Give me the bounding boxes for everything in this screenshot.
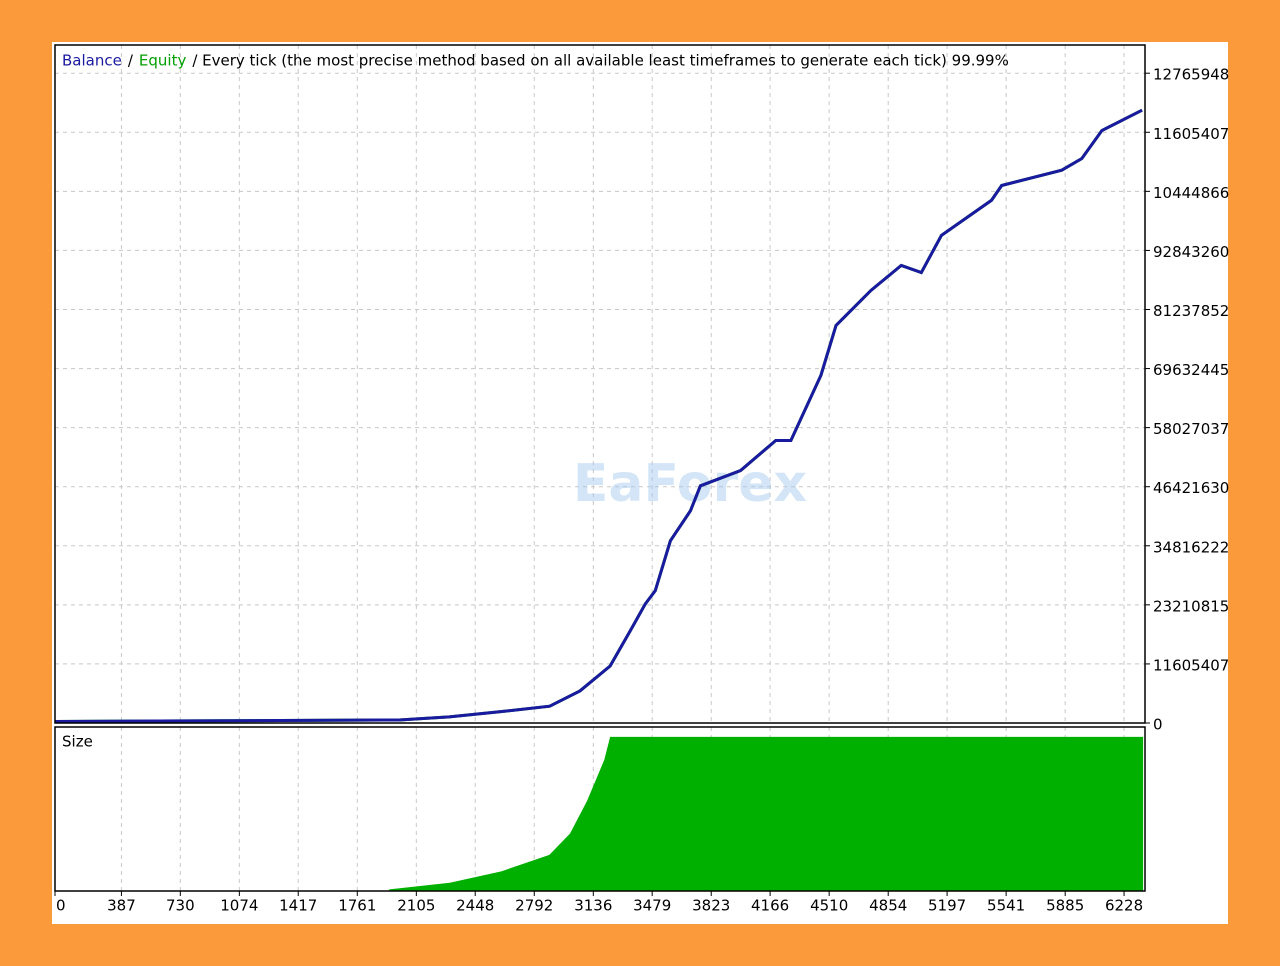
y-tick-label: 11605407 xyxy=(1153,125,1229,143)
series-line xyxy=(54,108,1143,723)
x-tick-label: 6228 xyxy=(1105,897,1143,915)
x-tick-label: 4166 xyxy=(751,897,789,915)
watermark: EaForex xyxy=(573,454,807,514)
y-tick-label: 58027037 xyxy=(1153,420,1229,438)
y-tick-label: 12765948 xyxy=(1153,66,1229,84)
x-tick-label: 3823 xyxy=(692,897,730,915)
legend-entry: Equity xyxy=(139,52,187,70)
x-tick-label: 3136 xyxy=(574,897,612,915)
x-tick-label: 4854 xyxy=(869,897,907,915)
y-tick-label: 0 xyxy=(1153,716,1163,734)
y-tick-label: 92843260 xyxy=(1153,243,1229,261)
panel-border xyxy=(54,44,1146,724)
x-tick-label: 3479 xyxy=(633,897,671,915)
panel-title: Size xyxy=(62,733,93,751)
y-tick-label: 23210815 xyxy=(1153,597,1229,615)
x-tick-label: 0 xyxy=(56,897,66,915)
y-tick-label: 11605407 xyxy=(1153,656,1229,674)
chart-title: / xyxy=(128,52,134,70)
x-tick-label: 387 xyxy=(107,897,136,915)
x-tick-label: 1761 xyxy=(338,897,376,915)
y-tick-label: 46421630 xyxy=(1153,479,1229,497)
plot-group: 0 11605407 23210815 34816222 46421630 5802703… xyxy=(54,44,1229,915)
x-tick-label: 5885 xyxy=(1046,897,1084,915)
chart-title: / Every tick (the most precise method ba… xyxy=(192,52,1009,70)
size-area xyxy=(389,736,1144,891)
y-tick-label: 81237852 xyxy=(1153,302,1229,320)
x-tick-label: 2105 xyxy=(397,897,435,915)
x-tick-label: 5197 xyxy=(928,897,966,915)
x-tick-label: 2448 xyxy=(456,897,494,915)
y-tick-label: 34816222 xyxy=(1153,538,1229,556)
panel-border xyxy=(54,726,1146,892)
legend-entry: Balance xyxy=(62,52,122,70)
y-tick-label: 69632445 xyxy=(1153,361,1229,379)
x-tick-label: 2792 xyxy=(515,897,553,915)
x-tick-label: 730 xyxy=(166,897,195,915)
x-tick-label: 4510 xyxy=(810,897,848,915)
y-tick-label: 10444866 xyxy=(1153,184,1229,202)
x-tick-label: 5541 xyxy=(987,897,1025,915)
x-tick-label: 1074 xyxy=(220,897,258,915)
x-tick-label: 1417 xyxy=(279,897,317,915)
